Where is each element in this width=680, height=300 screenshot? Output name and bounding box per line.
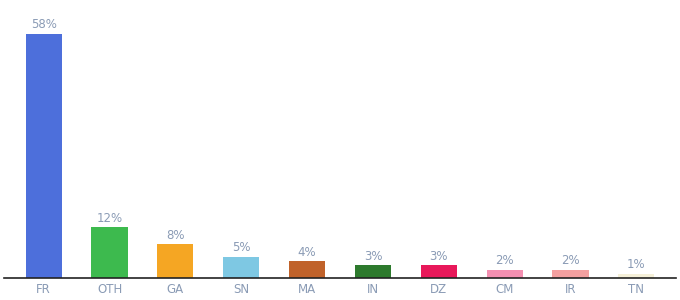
Text: 2%: 2% bbox=[561, 254, 580, 267]
Bar bbox=[618, 274, 654, 278]
Text: 12%: 12% bbox=[97, 212, 122, 225]
Text: 2%: 2% bbox=[495, 254, 514, 267]
Bar bbox=[157, 244, 194, 278]
Text: 58%: 58% bbox=[31, 18, 56, 31]
Bar bbox=[223, 257, 259, 278]
Bar bbox=[91, 227, 128, 278]
Text: 5%: 5% bbox=[232, 242, 250, 254]
Bar bbox=[486, 269, 523, 278]
Bar bbox=[355, 265, 391, 278]
Text: 3%: 3% bbox=[430, 250, 448, 263]
Bar bbox=[421, 265, 457, 278]
Text: 4%: 4% bbox=[298, 246, 316, 259]
Text: 8%: 8% bbox=[166, 229, 185, 242]
Bar bbox=[289, 261, 325, 278]
Text: 1%: 1% bbox=[627, 258, 645, 271]
Bar bbox=[552, 269, 589, 278]
Bar bbox=[26, 34, 62, 278]
Text: 3%: 3% bbox=[364, 250, 382, 263]
